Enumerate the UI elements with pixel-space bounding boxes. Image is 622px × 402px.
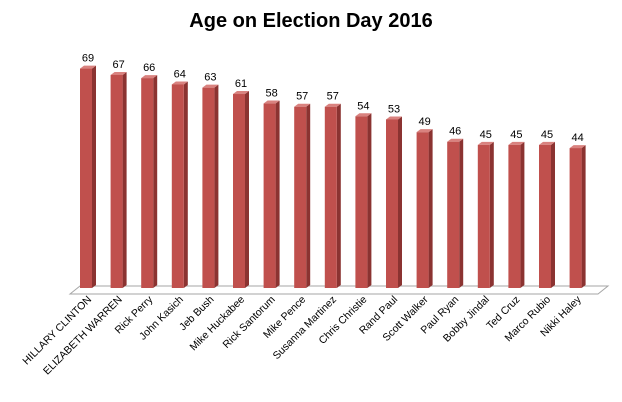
- bar: [447, 141, 460, 288]
- bar-group: [477, 141, 494, 288]
- bar-group: [110, 71, 127, 288]
- bar: [569, 148, 582, 288]
- bar-top: [263, 100, 280, 104]
- bar-group: [233, 91, 249, 289]
- bar-group: [569, 145, 586, 288]
- bar-side: [214, 84, 219, 288]
- data-label: 63: [204, 72, 216, 84]
- data-label: 45: [510, 129, 522, 141]
- bar-side: [122, 71, 127, 288]
- bar-group: [447, 138, 464, 288]
- bar-side: [459, 138, 464, 288]
- bar: [508, 144, 521, 288]
- bar: [539, 144, 551, 288]
- data-label: 54: [357, 100, 369, 112]
- bar-group: [263, 100, 280, 288]
- chart-title: Age on Election Day 2016: [189, 10, 433, 32]
- bar-top: [80, 65, 96, 69]
- data-label: 49: [418, 116, 430, 128]
- bar-group: [171, 81, 188, 288]
- bar-group: [416, 129, 433, 288]
- bar-group: [355, 113, 372, 288]
- bar-side: [520, 141, 525, 288]
- bar: [386, 119, 398, 289]
- bar-group: [386, 116, 402, 289]
- bar-top: [508, 141, 525, 145]
- bar: [202, 87, 215, 288]
- bar-group: [141, 75, 158, 289]
- data-label: 57: [296, 91, 308, 103]
- bar-top: [569, 145, 586, 149]
- bar-side: [153, 75, 158, 289]
- data-label: 45: [541, 129, 553, 141]
- bar-top: [539, 141, 555, 145]
- bar: [355, 116, 368, 288]
- bar-top: [447, 138, 464, 142]
- bar-top: [202, 84, 219, 88]
- bar: [110, 74, 123, 288]
- data-label: 57: [327, 91, 339, 103]
- bar-side: [245, 91, 249, 289]
- bar: [477, 144, 490, 288]
- bar-side: [398, 116, 402, 289]
- bar-top: [233, 91, 249, 95]
- bar: [233, 94, 245, 289]
- bar-group: [294, 103, 311, 289]
- bar: [141, 78, 154, 289]
- bar-side: [581, 145, 586, 288]
- bar-side: [367, 113, 372, 288]
- bar-side: [183, 81, 188, 288]
- bar-group: [539, 141, 555, 288]
- bar: [171, 84, 184, 288]
- bar-top: [477, 141, 494, 145]
- bar: [324, 106, 337, 289]
- bar-top: [416, 129, 433, 133]
- bar-group: [324, 103, 341, 289]
- bar: [80, 68, 92, 288]
- bar-top: [294, 103, 311, 107]
- data-label: 46: [449, 126, 461, 138]
- bar-side: [336, 103, 341, 289]
- data-label: 67: [112, 59, 124, 71]
- bar-side: [489, 141, 494, 288]
- bar-side: [551, 141, 555, 288]
- bar: [294, 106, 307, 289]
- bar: [263, 103, 276, 288]
- bar-top: [324, 103, 341, 107]
- bar-group: [508, 141, 525, 288]
- bar-group: [202, 84, 219, 288]
- bar-group: [80, 65, 96, 288]
- bar-side: [428, 129, 433, 288]
- bar-top: [386, 116, 402, 120]
- data-label: 64: [174, 68, 186, 80]
- bar-top: [141, 75, 158, 79]
- data-label: 61: [235, 78, 247, 90]
- data-label: 45: [480, 129, 492, 141]
- bar: [416, 132, 429, 288]
- bar-side: [275, 100, 280, 288]
- bar-side: [306, 103, 311, 289]
- bar-top: [171, 81, 188, 85]
- data-label: 44: [571, 132, 583, 144]
- bar-top: [355, 113, 372, 117]
- data-label: 69: [82, 53, 94, 65]
- bar-side: [92, 65, 96, 288]
- data-label: 53: [388, 103, 400, 115]
- data-label: 58: [265, 88, 277, 100]
- data-label: 66: [143, 62, 155, 74]
- bar-top: [110, 71, 127, 75]
